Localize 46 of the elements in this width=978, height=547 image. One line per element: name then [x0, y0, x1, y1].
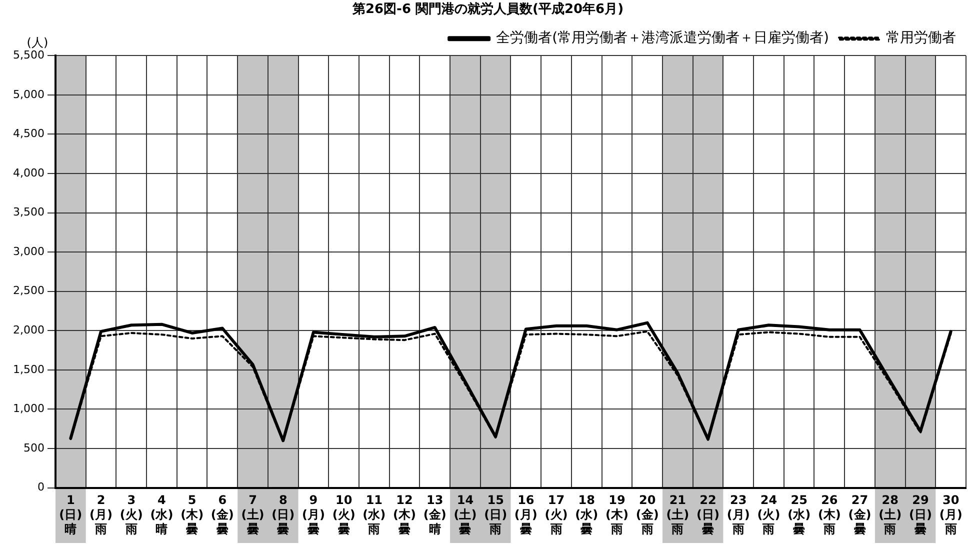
x-tick-label: 4 (水) 晴 [150, 493, 174, 536]
x-tick-label: 30 (月) 雨 [939, 493, 962, 536]
x-tick-label: 20 (金) 雨 [636, 493, 659, 536]
x-tick-label: 21 (土) 雨 [666, 493, 690, 536]
x-tick-label: 26 (木) 雨 [818, 493, 841, 536]
y-axis-title: (人) [26, 36, 48, 50]
y-tick-label: 3,000 [12, 244, 44, 258]
y-tick-label: 2,500 [12, 284, 44, 298]
x-tick-label: 14 (土) 曇 [454, 493, 477, 536]
x-tick-label: 13 (金) 晴 [423, 493, 446, 536]
x-tick-label: 24 (火) 雨 [757, 493, 780, 536]
x-tick-label: 18 (水) 曇 [575, 493, 598, 536]
x-tick-label: 22 (日) 曇 [696, 493, 720, 536]
chart-title: 第26図-6 関門港の就労人員数(平成20年6月) [351, 1, 624, 18]
x-tick-label: 28 (土) 雨 [878, 493, 902, 536]
y-tick-label: 5,000 [12, 88, 44, 101]
x-tick-label: 17 (火) 雨 [544, 493, 568, 536]
y-tick-label: 2,000 [12, 323, 44, 336]
x-tick-label: 1 (日) 晴 [59, 493, 82, 536]
x-tick-label: 7 (土) 曇 [241, 493, 264, 536]
y-tick-label: 4,000 [12, 166, 44, 180]
x-tick-label: 9 (月) 曇 [302, 493, 325, 536]
x-tick-label: 8 (日) 曇 [272, 493, 295, 536]
y-tick-label: 1,000 [12, 402, 44, 416]
legend-label: 全労働者(常用労働者＋港湾派遣労働者＋日雇労働者) [496, 30, 830, 46]
x-tick-label: 5 (木) 曇 [180, 493, 204, 536]
x-tick-label: 10 (火) 曇 [332, 493, 356, 536]
x-tick-label: 6 (金) 曇 [210, 493, 234, 536]
y-tick-label: 5,500 [12, 48, 44, 62]
x-tick-label: 16 (月) 曇 [514, 493, 538, 536]
x-tick-label: 11 (水) 雨 [362, 493, 386, 536]
x-tick-label: 3 (火) 雨 [120, 493, 143, 536]
y-tick-label: 0 [37, 480, 44, 494]
legend-label: 常用労働者 [886, 30, 956, 46]
x-tick-label: 12 (木) 曇 [393, 493, 416, 536]
y-tick-label: 1,500 [12, 362, 44, 376]
x-tick-label: 23 (月) 雨 [726, 493, 750, 536]
x-tick-label: 15 (日) 雨 [484, 493, 508, 536]
x-tick-label: 2 (月) 雨 [90, 493, 112, 536]
x-tick-label: 19 (木) 雨 [605, 493, 628, 536]
x-tick-label: 25 (水) 曇 [788, 493, 811, 536]
y-tick-label: 3,500 [12, 206, 44, 219]
y-tick-label: 4,500 [12, 127, 44, 140]
x-tick-label: 27 (金) 曇 [848, 493, 872, 536]
x-tick-label: 29 (日) 曇 [908, 493, 932, 536]
y-tick-label: 500 [23, 441, 44, 454]
